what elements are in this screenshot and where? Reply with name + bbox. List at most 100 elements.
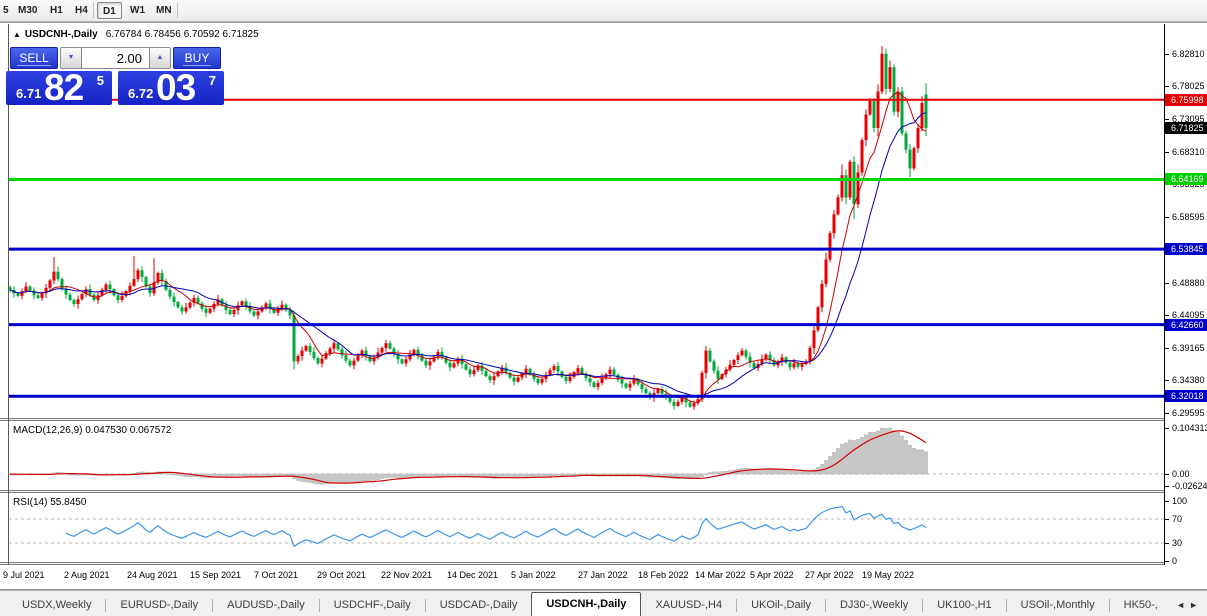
chart-tab-audusd-daily[interactable]: AUDUSD-,Daily (227, 599, 305, 611)
window-bottom-border (0, 589, 1207, 590)
toolbar-separator (177, 3, 178, 18)
price-tick-label: 6.58595 (1172, 212, 1205, 222)
time-axis[interactable]: 9 Jul 2021 2 Aug 2021 24 Aug 2021 15 Sep 20… (0, 565, 1164, 589)
macd-indicator-pane[interactable] (0, 421, 1164, 491)
chart-tab-xauusd-h4[interactable]: XAUUSD-,H4 (655, 599, 723, 611)
rsi-name: RSI(14) (13, 497, 48, 508)
sell-button-label: SELL (17, 51, 51, 66)
price-level-badge: 6.75998 (1165, 94, 1207, 106)
price-level-badge: 6.64169 (1165, 173, 1207, 185)
tab-scroll-left-icon[interactable]: ◄ (1176, 600, 1190, 610)
buy-price-box[interactable]: 6.72 03 7 (118, 71, 224, 105)
chart-tab-usdchf-daily[interactable]: USDCHF-,Daily (333, 599, 411, 611)
date-tick-label: 18 Feb 2022 (638, 570, 689, 580)
chart-tab-uk100-h1[interactable]: UK100-,H1 (937, 599, 992, 611)
chart-symbol-period: USDCNH-,Daily (24, 29, 98, 40)
macd-main-value: 0.047530 (85, 425, 127, 436)
price-level-badge: 6.32018 (1165, 390, 1207, 402)
date-tick-label: 24 Aug 2021 (127, 570, 178, 580)
axis-tick-mark (1165, 283, 1169, 284)
date-tick-label: 27 Jan 2022 (578, 570, 628, 580)
axis-tick-mark (1165, 152, 1169, 153)
axis-tick-mark (1165, 519, 1169, 520)
buy-price-big-digits: 03 (156, 71, 196, 105)
timeframe-button-h1[interactable]: H1 (50, 5, 63, 16)
macd-tick-label: 0.00 (1172, 469, 1190, 479)
axis-tick-mark (1165, 428, 1169, 429)
buy-button[interactable]: BUY (173, 47, 221, 69)
rsi-tick-label: 30 (1172, 538, 1183, 548)
price-tick-label: 6.68310 (1172, 147, 1205, 157)
date-tick-label: 14 Dec 2021 (447, 570, 499, 580)
buy-price-prefix: 6.72 (128, 86, 154, 101)
axis-tick-mark (1165, 217, 1169, 218)
date-tick-label: 2 Aug 2021 (64, 570, 110, 580)
price-axis[interactable]: 6.828106.780256.730956.683106.635256.585… (1165, 23, 1207, 566)
sell-price-prefix: 6.71 (16, 86, 42, 101)
window-collapse-icon[interactable]: ▲ (13, 30, 21, 39)
price-tick-label: 6.34380 (1172, 375, 1205, 385)
macd-signal-value: 0.067572 (129, 425, 172, 436)
pane-splitter[interactable] (0, 418, 1207, 421)
price-tick-label: 6.29595 (1172, 408, 1205, 418)
axis-tick-mark (1165, 474, 1169, 475)
volume-increase-button[interactable]: ▲ (149, 47, 171, 69)
pane-splitter[interactable] (0, 490, 1207, 493)
macd-name: MACD(12,26,9) (13, 425, 83, 436)
price-level-badge: 6.42660 (1165, 319, 1207, 331)
axis-tick-mark (1165, 501, 1169, 502)
sell-price-pip-digit: 5 (96, 73, 104, 88)
rsi-tick-label: 0 (1172, 556, 1178, 566)
sell-button[interactable]: SELL (10, 47, 58, 69)
volume-input[interactable] (82, 47, 149, 69)
rsi-indicator-pane[interactable] (0, 493, 1164, 563)
chart-tab-usoil-monthly[interactable]: USOil-,Monthly (1020, 599, 1095, 611)
chart-tab-dj30-weekly[interactable]: DJ30-,Weekly (839, 599, 909, 611)
timeframe-button-mn[interactable]: MN (156, 5, 172, 16)
price-tick-label: 6.39165 (1172, 343, 1205, 353)
price-level-badge: 6.53845 (1165, 243, 1207, 255)
price-level-badge: 6.71825 (1165, 122, 1207, 134)
timeframe-button-w1[interactable]: W1 (130, 5, 145, 16)
chart-tab-bar: USDX,Weekly EURUSD-,Daily AUDUSD-,Daily USD… (0, 590, 1207, 616)
main-price-chart[interactable] (0, 25, 1164, 419)
sell-price-box[interactable]: 6.71 82 5 (6, 71, 112, 105)
tab-separator (318, 599, 320, 612)
timeframe-button-h4[interactable]: H4 (75, 5, 88, 16)
chart-tab-usdcnh-daily[interactable]: USDCNH-,Daily (531, 592, 642, 616)
chart-tab-usdx-weekly[interactable]: USDX,Weekly (22, 599, 92, 611)
chart-ohlc-values: 6.76784 6.78456 6.70592 6.71825 (105, 29, 259, 40)
axis-tick-mark (1165, 380, 1169, 381)
date-tick-label: 14 Mar 2022 (695, 570, 746, 580)
chart-window-usdcnh: ▲ USDCNH-,Daily 6.76784 6.78456 6.70592 6.… (0, 22, 1207, 590)
timeframe-button-5[interactable]: 5 (3, 5, 9, 16)
tab-separator (1005, 599, 1007, 612)
tab-separator (824, 599, 826, 612)
pane-splitter[interactable] (0, 562, 1207, 565)
date-tick-label: 15 Sep 2021 (190, 570, 242, 580)
chart-tab-hk50[interactable]: HK50-, (1123, 599, 1158, 611)
chart-tab-usdcad-daily[interactable]: USDCAD-,Daily (439, 599, 518, 611)
tab-separator (105, 599, 107, 612)
date-tick-label: 29 Oct 2021 (317, 570, 367, 580)
axis-tick-mark (1165, 486, 1169, 487)
volume-decrease-button[interactable]: ▼ (60, 47, 82, 69)
date-tick-label: 22 Nov 2021 (381, 570, 433, 580)
axis-tick-mark (1165, 86, 1169, 87)
date-tick-label: 7 Oct 2021 (254, 570, 299, 580)
axis-tick-mark (1165, 119, 1169, 120)
plot-left-border (8, 24, 9, 565)
tab-scroll-arrows: ◄► (1176, 600, 1202, 610)
timeframe-button-d1[interactable]: D1 (97, 2, 122, 19)
chevron-up-icon: ▲ (156, 54, 164, 61)
date-tick-label: 9 Jul 2021 (3, 570, 45, 580)
rsi-tick-label: 70 (1172, 514, 1183, 524)
tab-scroll-right-icon[interactable]: ► (1189, 600, 1202, 610)
price-tick-label: 6.78025 (1172, 81, 1205, 91)
macd-tick-label: -0.026249 (1172, 481, 1207, 491)
chart-tab-eurusd-daily[interactable]: EURUSD-,Daily (120, 599, 199, 611)
tab-separator (922, 599, 924, 612)
chart-tab-ukoil-daily[interactable]: UKOil-,Daily (751, 599, 811, 611)
timeframe-button-m30[interactable]: M30 (18, 5, 38, 16)
